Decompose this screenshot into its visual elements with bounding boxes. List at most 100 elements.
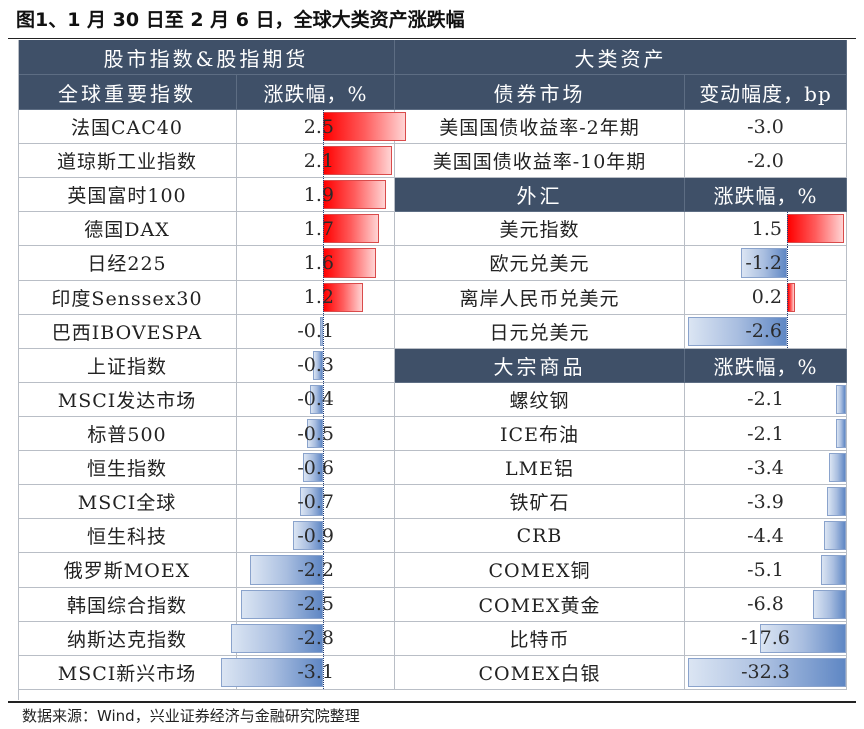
equity-row-value: -0.1 <box>297 320 334 343</box>
commodity-row-value: -17.6 <box>741 627 790 650</box>
equity-row-value: -0.5 <box>297 422 334 445</box>
positive-data-bar <box>323 112 406 142</box>
equity-row-value: 1.9 <box>303 183 334 206</box>
commodity-row-value-cell: -4.4 <box>685 519 847 554</box>
fx-row-name: 美元指数 <box>395 212 685 247</box>
negative-data-bar <box>741 248 787 278</box>
equity-row-value: -2.2 <box>297 558 334 581</box>
equity-row-name: MSCI新兴市场 <box>18 655 237 690</box>
negative-data-bar <box>309 384 323 414</box>
equity-row-value-cell: -0.3 <box>237 348 395 383</box>
zero-axis-line <box>323 382 324 416</box>
commodity-row-value: -2.1 <box>747 422 784 445</box>
commodity-row-name: ICE布油 <box>395 416 685 452</box>
zero-axis-line <box>323 314 324 348</box>
commodity-row-value: -3.4 <box>747 456 784 479</box>
negative-data-bar <box>250 555 323 585</box>
equity-value-header: 涨跌幅，% <box>237 75 395 110</box>
zero-axis-line <box>787 280 788 314</box>
equity-row-name: 印度Senssex30 <box>18 280 237 315</box>
negative-data-bar <box>759 623 846 653</box>
equity-row-value-cell: 1.2 <box>237 280 395 315</box>
positive-data-bar <box>787 282 795 312</box>
commodity-row-value: -3.9 <box>747 490 784 513</box>
commodity-row-name: CRB <box>395 519 685 554</box>
bond-row-name: 美国国债收益率-2年期 <box>395 110 685 145</box>
zero-axis-line <box>323 451 324 485</box>
negative-data-bar <box>306 418 323 449</box>
equity-row-name: 纳斯达克指数 <box>18 621 237 656</box>
asset-group-header: 大类资产 <box>395 40 847 75</box>
negative-data-bar <box>293 521 323 551</box>
equity-row-name: 英国富时100 <box>18 178 237 213</box>
zero-axis-line <box>787 314 788 348</box>
equity-row-value-cell: -2.5 <box>237 587 395 622</box>
equity-row-value: -2.8 <box>297 627 334 650</box>
asset-performance-table: 股市指数&股指期货 大类资产 全球重要指数 涨跌幅，% 债券市场 变动幅度，bp… <box>18 40 847 700</box>
commodity-row-name: 铁矿石 <box>395 485 685 520</box>
equity-row-name: 韩国综合指数 <box>18 587 237 622</box>
commodity-row-value: -5.1 <box>747 558 784 581</box>
equity-row-value: 2.5 <box>303 115 334 138</box>
equity-row-value: -2.5 <box>297 593 334 616</box>
equity-row-value-cell: -0.1 <box>237 314 395 349</box>
commodity-row-value-cell: -5.1 <box>685 553 847 588</box>
equity-row-name: 上证指数 <box>18 348 237 383</box>
equity-row-name: MSCI全球 <box>18 485 237 520</box>
fx-row-value: 1.5 <box>751 217 782 240</box>
bond-name-header: 债券市场 <box>395 75 685 110</box>
bond-row-value: -3.0 <box>685 110 847 145</box>
zero-axis-line <box>323 246 324 280</box>
fx-row-value: -1.2 <box>745 251 782 274</box>
fx-row-value-cell: -1.2 <box>685 246 847 281</box>
equity-row-value: 1.6 <box>303 251 334 274</box>
negative-data-bar <box>303 453 323 483</box>
commodity-name-header: 大宗商品 <box>395 348 685 383</box>
commodity-row-name: 螺纹钢 <box>395 382 685 417</box>
equity-row-value-cell: -2.8 <box>230 621 395 656</box>
negative-data-bar <box>240 589 323 619</box>
fx-row-value-cell: -2.6 <box>685 314 847 349</box>
negative-data-bar <box>220 657 323 687</box>
positive-data-bar <box>787 214 844 244</box>
equity-row-value: -0.6 <box>297 456 334 479</box>
equity-row-value: -0.4 <box>297 388 334 411</box>
equity-row-value-cell: 2.5 <box>237 110 406 145</box>
bond-row-name: 美国国债收益率-10年期 <box>395 144 685 179</box>
fx-name-header: 外汇 <box>395 178 685 213</box>
commodity-value-header: 涨跌幅，% <box>685 348 847 383</box>
equity-row-name: 恒生科技 <box>18 519 237 554</box>
zero-axis-line <box>323 553 324 587</box>
equity-row-value: -0.9 <box>297 524 334 547</box>
positive-data-bar <box>323 248 376 278</box>
equity-row-value-cell: -0.6 <box>237 451 395 486</box>
zero-axis-line <box>323 587 324 621</box>
commodity-row-value-cell: -3.9 <box>685 485 847 520</box>
equity-row-value-cell: -0.9 <box>237 519 395 554</box>
negative-data-bar <box>299 487 323 517</box>
negative-data-bar <box>824 521 846 551</box>
equity-row-value-cell: -0.5 <box>237 416 395 452</box>
zero-axis-line <box>323 212 324 246</box>
equity-row-name: 俄罗斯MOEX <box>18 553 237 588</box>
negative-data-bar <box>835 384 846 414</box>
negative-data-bar <box>319 316 323 346</box>
zero-axis-line <box>323 655 324 689</box>
equity-row-value-cell: -0.7 <box>237 485 395 520</box>
title-divider <box>8 38 856 39</box>
equity-row-value-cell: 2.1 <box>237 144 395 179</box>
bond-value-header: 变动幅度，bp <box>685 75 847 110</box>
zero-axis-line <box>323 416 324 451</box>
commodity-row-value-cell: -32.3 <box>685 655 847 690</box>
equity-row-value-cell: 1.6 <box>237 246 395 281</box>
positive-data-bar <box>323 180 386 210</box>
zero-axis-line <box>787 212 788 246</box>
fx-row-value-cell: 1.5 <box>685 212 847 247</box>
equity-name-header: 全球重要指数 <box>18 75 237 110</box>
equity-row-value-cell: 1.7 <box>237 212 395 247</box>
equity-row-value: 2.1 <box>303 149 334 172</box>
fx-row-value: -2.6 <box>745 320 782 343</box>
equity-row-value: -3.1 <box>297 661 334 684</box>
zero-axis-line <box>323 178 324 212</box>
equity-row-name: 道琼斯工业指数 <box>18 144 237 179</box>
